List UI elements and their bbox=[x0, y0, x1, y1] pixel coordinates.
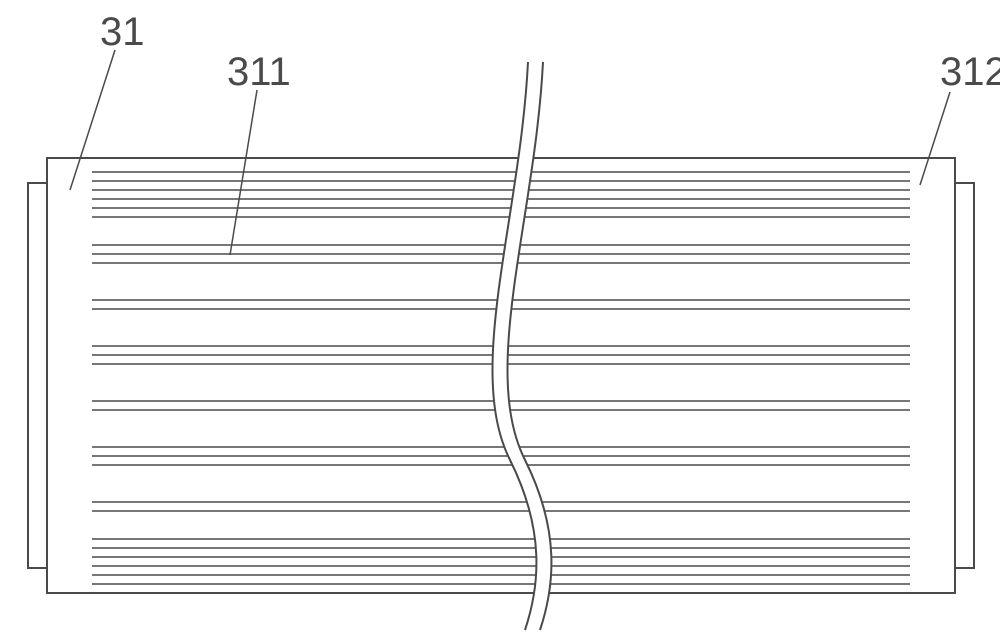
leader-l31 bbox=[70, 50, 115, 190]
label-l31: 31 bbox=[100, 10, 145, 54]
leader-l312 bbox=[920, 92, 950, 185]
end-tab-left bbox=[28, 183, 47, 568]
end-tab-right bbox=[955, 183, 974, 568]
label-l311: 311 bbox=[227, 50, 291, 94]
label-l312: 312 bbox=[940, 50, 1000, 94]
